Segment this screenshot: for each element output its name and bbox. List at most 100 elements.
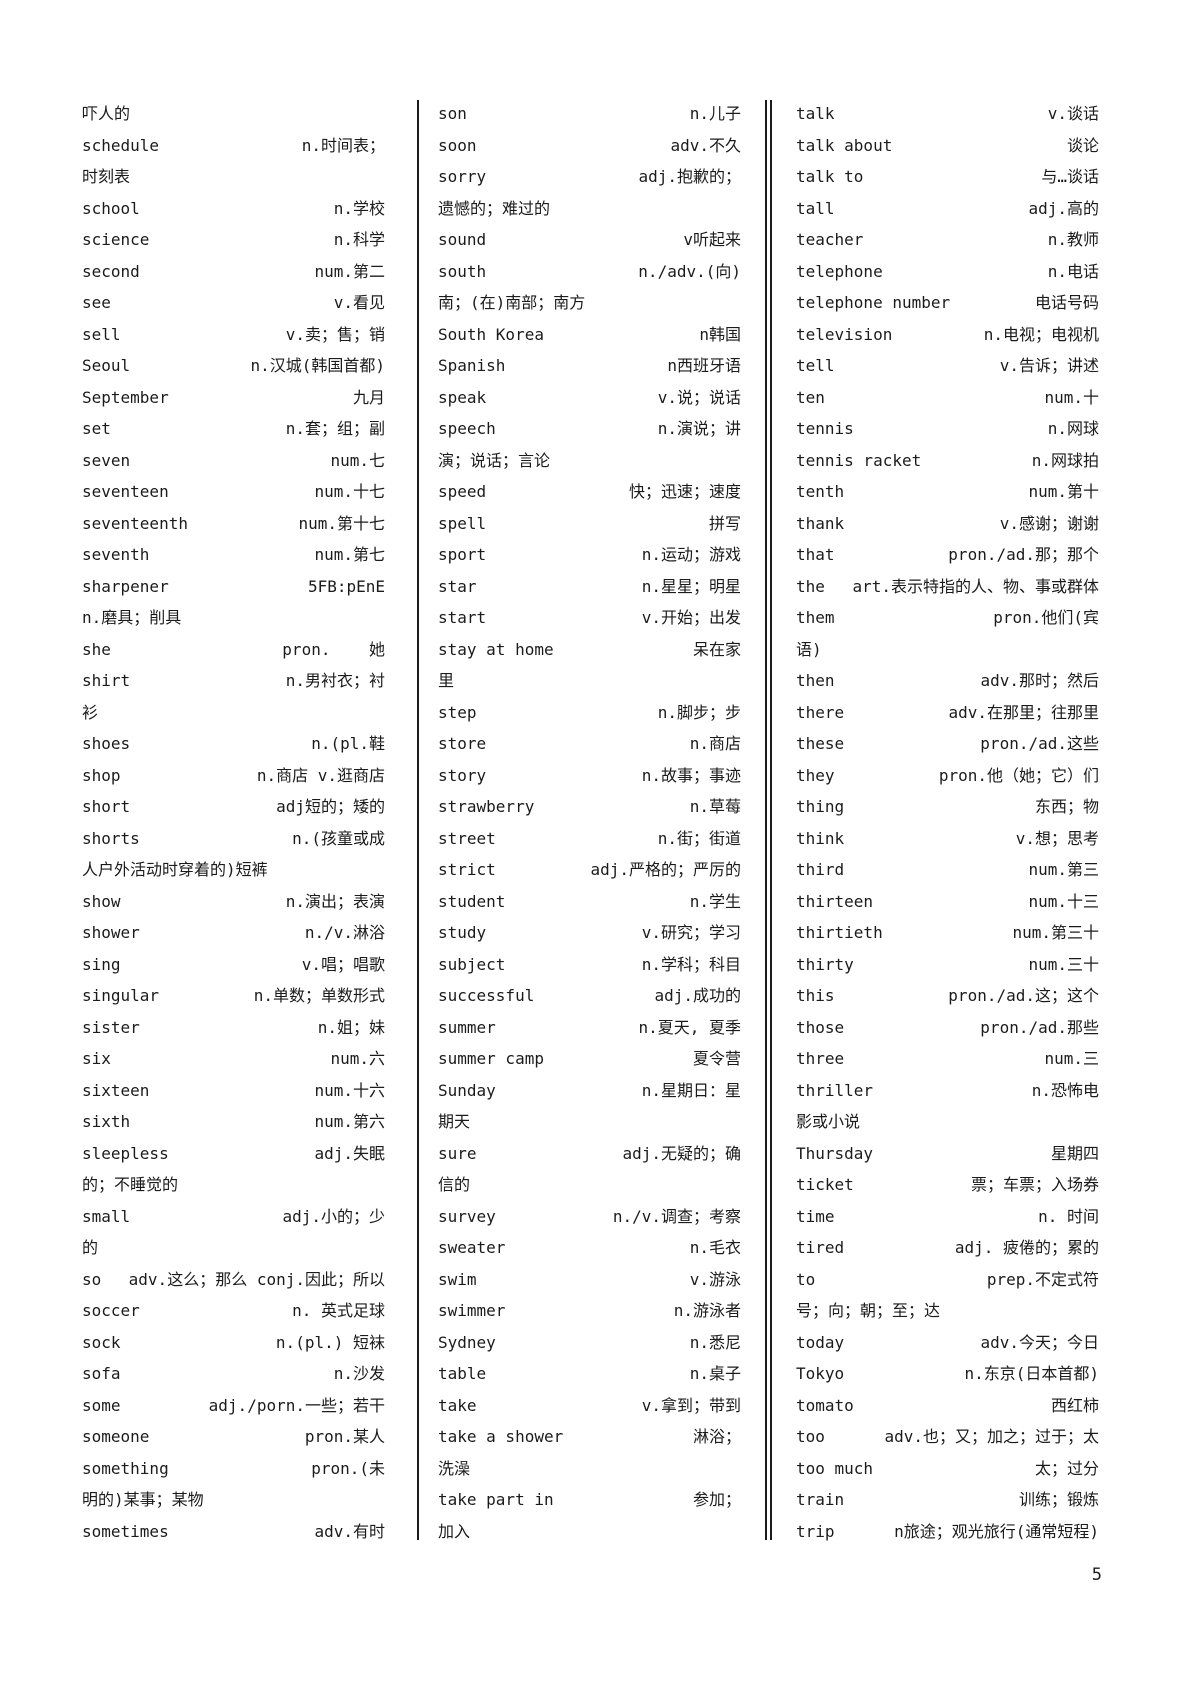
entry-definition: 淋浴； bbox=[692, 1427, 741, 1446]
entry-word: shirt bbox=[82, 671, 131, 690]
vocab-entry: speak v.说；说话 bbox=[438, 382, 741, 414]
vocab-column-2: son n.儿子 soon adv.不久 sorry adj.抱歉的； 遗憾的；难过的 sou… bbox=[438, 98, 741, 1547]
vocab-entry: Sydney n.悉尼 bbox=[438, 1327, 741, 1359]
entry-definition: 票；车票；入场券 bbox=[970, 1175, 1099, 1194]
vocab-entry: thank v.感谢；谢谢 bbox=[796, 508, 1099, 540]
entry-continuation: 吓人的 bbox=[82, 98, 385, 130]
entry-continuation-text: 衫 bbox=[82, 702, 99, 722]
vocab-entry: shorts n.(孩童或成 bbox=[82, 823, 385, 855]
vocab-entry: star n.星星；明星 bbox=[438, 571, 741, 603]
entry-word: ten bbox=[796, 387, 825, 407]
entry-word: take part in bbox=[438, 1490, 554, 1509]
entry-definition: n.恐怖电 bbox=[1031, 1080, 1099, 1100]
vocab-entry: seventeenth num.第十七 bbox=[82, 508, 385, 540]
vocab-entry: store n.商店 bbox=[438, 728, 741, 760]
entry-word: successful bbox=[438, 986, 535, 1005]
entry-word: there bbox=[796, 702, 845, 722]
vocab-entry: seventh num.第七 bbox=[82, 539, 385, 571]
entry-word: survey bbox=[438, 1206, 496, 1226]
entry-definition: pron. 她 bbox=[282, 639, 385, 659]
entry-continuation-text: 影或小说 bbox=[796, 1112, 861, 1131]
vocab-entry: thriller n.恐怖电 bbox=[796, 1075, 1099, 1107]
entry-definition: n.街；街道 bbox=[657, 828, 741, 848]
entry-definition: n.演出；表演 bbox=[285, 891, 385, 911]
entry-word: this bbox=[796, 986, 835, 1005]
vocab-entry: sofa n.沙发 bbox=[82, 1358, 385, 1390]
vocab-column-1: 吓人的 schedule n.时间表； 时刻表 school n.学校 science n.科… bbox=[82, 98, 385, 1547]
entry-definition: v.拿到；带到 bbox=[641, 1395, 741, 1415]
column-divider-double bbox=[765, 100, 772, 1540]
entry-continuation-text: 语) bbox=[796, 639, 822, 659]
entry-word: speak bbox=[438, 387, 487, 407]
vocab-entry: speed 快；迅速；速度 bbox=[438, 476, 741, 508]
entry-continuation-text: 吓人的 bbox=[82, 104, 131, 123]
entry-definition: pron./ad.这些 bbox=[980, 734, 1099, 753]
entry-continuation-text: 人户外活动时穿着的)短裤 bbox=[82, 860, 268, 879]
entry-word: Sunday bbox=[438, 1080, 496, 1100]
entry-continuation: 南；(在)南部；南方 bbox=[438, 287, 741, 319]
entry-word: sorry bbox=[438, 167, 487, 186]
entry-definition: v.告诉；讲述 bbox=[999, 356, 1099, 375]
entry-definition: adv.在那里；往那里 bbox=[948, 702, 1099, 722]
vocab-entry: third num.第三 bbox=[796, 854, 1099, 886]
entry-definition: 5FB:pEnE bbox=[307, 576, 385, 596]
entry-word: shop bbox=[82, 765, 121, 785]
entry-word: sister bbox=[82, 1017, 140, 1037]
entry-word: time bbox=[796, 1206, 835, 1226]
entry-definition: v.游泳 bbox=[689, 1269, 741, 1289]
vocab-entry: shoes n.(pl.鞋 bbox=[82, 728, 385, 760]
entry-definition: adj.严格的；严厉的 bbox=[590, 860, 741, 879]
vocab-entry: schedule n.时间表； bbox=[82, 130, 385, 162]
entry-word: shower bbox=[82, 923, 140, 942]
entry-word: shorts bbox=[82, 828, 140, 848]
vocab-entry: sure adj.无疑的；确 bbox=[438, 1138, 741, 1170]
entry-word: tell bbox=[796, 356, 835, 375]
entry-definition: 谈论 bbox=[1066, 135, 1099, 155]
vocab-entry: someone pron.某人 bbox=[82, 1421, 385, 1453]
entry-continuation: 明的)某事；某物 bbox=[82, 1484, 385, 1516]
entry-word: sleepless bbox=[82, 1143, 169, 1163]
entry-definition: num.十三 bbox=[1028, 891, 1099, 911]
entry-definition: adj.抱歉的； bbox=[638, 167, 741, 186]
entry-definition: n.商店 bbox=[689, 734, 741, 753]
entry-word: talk about bbox=[796, 135, 893, 155]
vocab-entry: she pron. 她 bbox=[82, 634, 385, 666]
entry-continuation: 时刻表 bbox=[82, 161, 385, 193]
vocab-entry: swim v.游泳 bbox=[438, 1264, 741, 1296]
entry-definition: num.十六 bbox=[314, 1080, 385, 1100]
entry-definition: num.三十 bbox=[1028, 954, 1099, 974]
entry-word: sixth bbox=[82, 1112, 131, 1131]
vocab-entry: Thursday 星期四 bbox=[796, 1138, 1099, 1170]
entry-word: too much bbox=[796, 1458, 874, 1478]
vocab-entry: subject n.学科；科目 bbox=[438, 949, 741, 981]
vocab-entry: spell 拼写 bbox=[438, 508, 741, 540]
page-number: 5 bbox=[1091, 1565, 1102, 1585]
entry-definition: num.十 bbox=[1044, 387, 1099, 407]
vocab-entry: sound v听起来 bbox=[438, 224, 741, 256]
vocab-entry: tomato 西红柿 bbox=[796, 1390, 1099, 1422]
entry-definition: n.网球 bbox=[1047, 419, 1099, 438]
vocab-entry: so adv.这么；那么 conj.因此；所以 bbox=[82, 1264, 385, 1296]
vocab-entry: they pron.他（她；它）们 bbox=[796, 760, 1099, 792]
entry-word: then bbox=[796, 671, 835, 690]
entry-word: seventeenth bbox=[82, 513, 188, 533]
entry-definition: n.(pl.鞋 bbox=[311, 734, 385, 753]
entry-definition: adj.成功的 bbox=[654, 986, 741, 1005]
entry-word: study bbox=[438, 923, 487, 942]
vocab-entry: science n.科学 bbox=[82, 224, 385, 256]
entry-definition: pron.某人 bbox=[304, 1427, 385, 1446]
vocab-entry: talk to 与…谈话 bbox=[796, 161, 1099, 193]
vocab-entry: school n.学校 bbox=[82, 193, 385, 225]
entry-definition: n.星期日：星 bbox=[641, 1080, 741, 1100]
entry-definition: n.商店 v.逛商店 bbox=[256, 765, 385, 785]
vocab-entry: show n.演出；表演 bbox=[82, 886, 385, 918]
vocab-entry: survey n./v.调查；考察 bbox=[438, 1201, 741, 1233]
vocab-entry: set n.套；组；副 bbox=[82, 413, 385, 445]
entry-definition: n.故事；事迹 bbox=[641, 765, 741, 785]
vocab-entry: teacher n.教师 bbox=[796, 224, 1099, 256]
vocab-entry: sock n.(pl.) 短袜 bbox=[82, 1327, 385, 1359]
entry-continuation-text: 的；不睡觉的 bbox=[82, 1175, 179, 1194]
entry-word: spell bbox=[438, 513, 487, 533]
entry-word: speed bbox=[438, 482, 487, 501]
vocab-entry: see v.看见 bbox=[82, 287, 385, 319]
